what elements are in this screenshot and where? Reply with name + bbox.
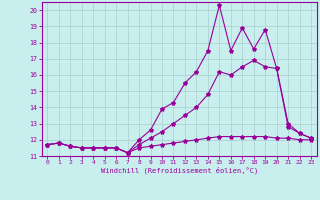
X-axis label: Windchill (Refroidissement éolien,°C): Windchill (Refroidissement éolien,°C) <box>100 167 258 174</box>
